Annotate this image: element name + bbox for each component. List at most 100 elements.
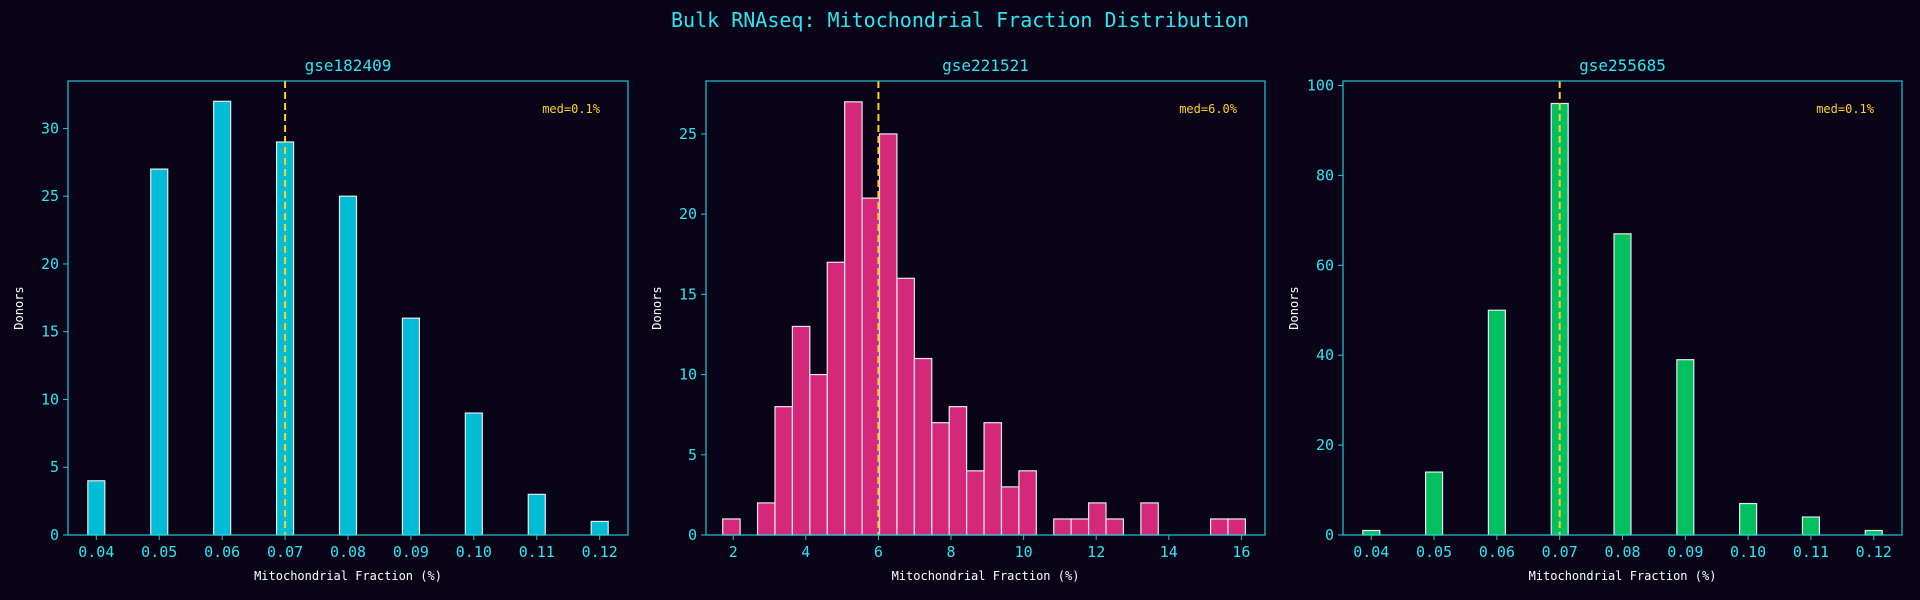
median-annotation: med=0.1% [1816, 102, 1875, 116]
x-tick-label: 0.08 [1604, 543, 1640, 561]
y-tick-label: 10 [41, 390, 59, 408]
y-tick-label: 25 [679, 125, 697, 143]
histogram-bar [756, 502, 776, 536]
histogram-bar [590, 520, 609, 536]
y-tick-label: 30 [41, 119, 59, 137]
y-tick-label: 0 [688, 526, 697, 544]
histogram-bar [844, 101, 863, 536]
histogram-bar [809, 373, 828, 536]
y-tick-label: 80 [1316, 166, 1334, 184]
histogram-bar [826, 261, 846, 536]
histogram-bar [338, 195, 358, 536]
histogram-bar [1000, 486, 1020, 536]
y-tick-label: 60 [1316, 256, 1334, 274]
histogram-bar [861, 197, 881, 536]
histogram-bar [1105, 518, 1125, 536]
x-tick-label: 6 [874, 543, 883, 561]
histogram-bar [913, 357, 933, 536]
x-axis-label: Mitochondrial Fraction (%) [254, 569, 442, 583]
histogram-bar [878, 133, 898, 536]
x-tick-label: 12 [1087, 543, 1105, 561]
x-tick-label: 8 [947, 543, 956, 561]
x-tick-label: 0.06 [1479, 543, 1515, 561]
panel-title: gse182409 [305, 56, 392, 75]
histogram-bar [150, 168, 169, 536]
x-tick-label: 10 [1015, 543, 1033, 561]
x-tick-label: 0.04 [78, 543, 114, 561]
histogram-bar [722, 518, 741, 536]
x-tick-label: 0.10 [1730, 543, 1766, 561]
histogram-bar [931, 422, 950, 536]
x-tick-label: 0.11 [519, 543, 555, 561]
x-tick-label: 0.09 [1667, 543, 1703, 561]
y-tick-label: 15 [41, 323, 59, 341]
chart-panel-2: 0.04 0.05 0.06 0.07 0.08 0.09 0.10 0.11 0.12 0 20 4… [1287, 56, 1903, 583]
x-tick-label: 0.05 [141, 543, 177, 561]
x-tick-label: 0.04 [1353, 543, 1389, 561]
y-tick-label: 40 [1316, 346, 1334, 364]
histogram-bar [464, 412, 483, 536]
histogram-bar [1487, 309, 1506, 536]
x-tick-label: 14 [1160, 543, 1178, 561]
x-tick-label: 0.12 [1856, 543, 1892, 561]
histogram-bar [1018, 470, 1037, 536]
x-tick-label: 0.07 [267, 543, 303, 561]
y-tick-label: 100 [1307, 76, 1334, 94]
histogram-bar [1088, 502, 1107, 536]
x-axis-label: Mitochondrial Fraction (%) [1529, 569, 1717, 583]
y-tick-label: 20 [1316, 436, 1334, 454]
histogram-bar [1209, 518, 1229, 536]
histogram-bar [1140, 502, 1159, 536]
panel-title: gse255685 [1579, 56, 1666, 75]
x-tick-label: 0.08 [330, 543, 366, 561]
histogram-bar [527, 493, 546, 536]
y-tick-label: 25 [41, 187, 59, 205]
histogram-bar [1053, 518, 1072, 536]
x-tick-label: 2 [729, 543, 738, 561]
y-tick-label: 10 [679, 366, 697, 384]
histogram-bar [1613, 233, 1632, 536]
histogram-bar [213, 100, 232, 536]
y-tick-label: 15 [679, 285, 697, 303]
histogram-bar [1362, 529, 1381, 536]
histogram-bar [401, 317, 421, 536]
median-annotation: med=6.0% [1179, 102, 1238, 116]
y-tick-label: 20 [41, 255, 59, 273]
histogram-bar [966, 470, 985, 536]
y-axis-label: Donors [650, 286, 664, 329]
histogram-bar [791, 325, 811, 536]
panels: 0.04 0.05 0.06 0.07 0.08 0.09 0.10 0.11 0.12 0 5 10… [12, 56, 1903, 583]
histogram-bar [896, 277, 915, 536]
histogram-bar [1801, 516, 1821, 536]
histogram-bar [948, 406, 968, 536]
chart-panel-0: 0.04 0.05 0.06 0.07 0.08 0.09 0.10 0.11 0.12 0 5 10… [12, 56, 629, 583]
y-tick-label: 5 [50, 458, 59, 476]
histogram-bar [774, 406, 793, 536]
histogram-bar [1864, 529, 1883, 536]
histogram-bar [87, 480, 106, 536]
histogram-bar [983, 422, 1003, 536]
y-tick-label: 20 [679, 205, 697, 223]
x-tick-label: 0.12 [582, 543, 618, 561]
histogram-bar [1676, 359, 1695, 536]
y-tick-label: 0 [50, 526, 59, 544]
figure-title: Bulk RNAseq: Mitochondrial Fraction Dist… [671, 8, 1249, 32]
x-tick-label: 0.05 [1416, 543, 1452, 561]
x-axis-label: Mitochondrial Fraction (%) [892, 569, 1080, 583]
x-tick-label: 0.11 [1793, 543, 1829, 561]
x-tick-label: 0.09 [393, 543, 429, 561]
y-axis-label: Donors [12, 286, 26, 329]
y-tick-label: 5 [688, 446, 697, 464]
histogram-bar [1070, 518, 1090, 536]
x-tick-label: 0.06 [204, 543, 240, 561]
panel-title: gse221521 [942, 56, 1029, 75]
chart-panel-1: 2 4 6 8 10 12 14 16 0 5 10 15 20 25 gse221521 Mitochond… [650, 56, 1266, 583]
median-annotation: med=0.1% [542, 102, 601, 116]
axes-frame [705, 80, 1266, 536]
y-tick-label: 0 [1325, 526, 1334, 544]
y-axis-label: Donors [1287, 286, 1301, 329]
x-tick-label: 0.07 [1542, 543, 1578, 561]
histogram-bar [1227, 518, 1246, 536]
x-tick-label: 16 [1232, 543, 1250, 561]
